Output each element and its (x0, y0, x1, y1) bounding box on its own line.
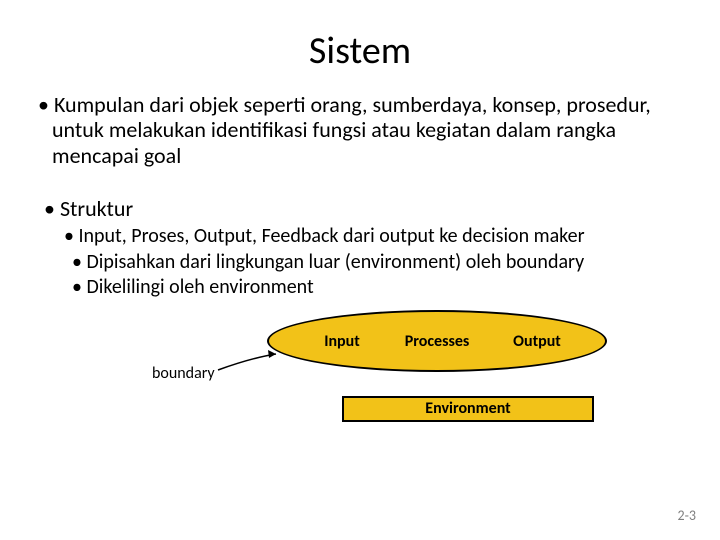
bullet-structure: • Struktur (32, 196, 688, 221)
output-label: Output (502, 332, 572, 351)
environment-box: Environment (342, 396, 594, 422)
bullet-ipo: • Input, Proses, Output, Feedback dari o… (32, 225, 688, 249)
bullet-definition: • Kumpulan dari objek seperti orang, sum… (32, 92, 688, 168)
system-diagram: Input Processes Output boundary Environm… (32, 310, 688, 480)
slide-title: Sistem (0, 0, 720, 92)
bullet-definition-text: Kumpulan dari objek seperti orang, sumbe… (52, 91, 651, 169)
environment-label: Environment (425, 399, 510, 418)
input-label: Input (307, 332, 377, 351)
content-area: • Kumpulan dari objek seperti orang, sum… (0, 92, 720, 480)
bullet-environment-text: Dikelilingi oleh environment (86, 275, 313, 299)
page-number: 2-3 (678, 507, 696, 524)
bullet-boundary: • Dipisahkan dari lingkungan luar (envir… (32, 251, 688, 275)
bullet-boundary-text: Dipisahkan dari lingkungan luar (environ… (86, 250, 584, 274)
boundary-label: boundary (152, 364, 215, 383)
bullet-environment: • Dikelilingi oleh environment (32, 276, 688, 300)
processes-label: Processes (392, 332, 482, 351)
bullet-structure-text: Struktur (60, 195, 133, 222)
bullet-ipo-text: Input, Proses, Output, Feedback dari out… (78, 224, 584, 248)
